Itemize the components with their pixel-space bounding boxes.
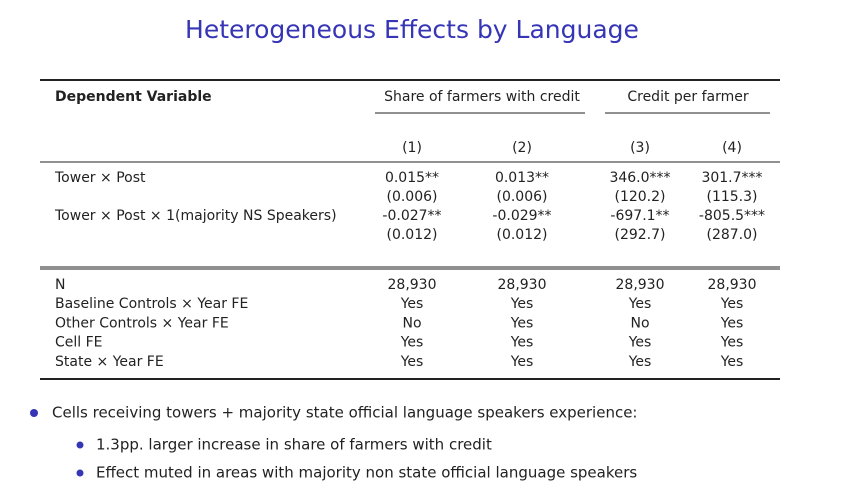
column-number: (2) xyxy=(512,140,532,156)
sub-bullet-text: Effect muted in areas with majority non … xyxy=(96,464,637,482)
estimate: 346.0*** xyxy=(609,170,670,186)
sub-bullet-dot xyxy=(76,441,84,449)
group-header: Credit per farmer xyxy=(627,89,749,105)
stat-value: Yes xyxy=(720,296,744,312)
stat-value: No xyxy=(630,315,649,331)
column-number: (3) xyxy=(630,140,650,156)
estimate: 0.015** xyxy=(385,170,439,186)
standard-error: (115.3) xyxy=(706,189,757,205)
row-label: N xyxy=(55,277,65,293)
standard-error: (0.012) xyxy=(386,227,437,243)
standard-error: (292.7) xyxy=(614,227,665,243)
stat-value: 28,930 xyxy=(708,277,757,293)
stat-value: Yes xyxy=(400,335,424,351)
dependent-header: Dependent Variable xyxy=(55,89,212,105)
sub-bullet-dot xyxy=(76,469,84,477)
stat-value: Yes xyxy=(510,354,534,370)
row-label: Tower × Post × 1(majority NS Speakers) xyxy=(54,208,337,224)
standard-error: (0.006) xyxy=(386,189,437,205)
stat-value: Yes xyxy=(628,354,652,370)
stat-value: Yes xyxy=(510,315,534,331)
stat-value: Yes xyxy=(510,296,534,312)
sub-bullet-text: 1.3pp. larger increase in share of farme… xyxy=(96,436,492,454)
bullet-text: Cells receiving towers + majority state … xyxy=(52,404,638,422)
bullet-list: Cells receiving towers + majority state … xyxy=(30,404,638,482)
standard-error: (0.012) xyxy=(496,227,547,243)
stat-value: 28,930 xyxy=(388,277,437,293)
standard-error: (287.0) xyxy=(706,227,757,243)
column-number: (4) xyxy=(722,140,742,156)
table-body: (1) (2) (3) (4) Tower × Post 0.015** 0.013** 34… xyxy=(54,140,765,370)
stat-value: Yes xyxy=(400,296,424,312)
stat-value: Yes xyxy=(400,354,424,370)
column-number: (1) xyxy=(402,140,422,156)
standard-error: (120.2) xyxy=(614,189,665,205)
row-label: Other Controls × Year FE xyxy=(55,315,229,331)
slide-title: Heterogeneous Effects by Language xyxy=(185,15,639,44)
stat-value: Yes xyxy=(720,354,744,370)
bullet-dot xyxy=(30,409,38,417)
group-header: Share of farmers with credit xyxy=(384,89,580,105)
stat-value: 28,930 xyxy=(616,277,665,293)
stat-value: Yes xyxy=(628,296,652,312)
row-label: State × Year FE xyxy=(55,354,164,370)
estimate: -805.5*** xyxy=(699,208,765,224)
stat-value: 28,930 xyxy=(498,277,547,293)
row-label: Baseline Controls × Year FE xyxy=(55,296,248,312)
standard-error: (0.006) xyxy=(496,189,547,205)
estimate: -0.027** xyxy=(382,208,441,224)
stat-value: Yes xyxy=(628,335,652,351)
row-label: Cell FE xyxy=(55,335,103,351)
row-label: Tower × Post xyxy=(54,170,146,186)
stat-value: Yes xyxy=(720,315,744,331)
stat-value: Yes xyxy=(720,335,744,351)
estimate: 0.013** xyxy=(495,170,549,186)
stat-value: Yes xyxy=(510,335,534,351)
estimate: -0.029** xyxy=(492,208,551,224)
estimate: 301.7*** xyxy=(701,170,762,186)
stat-value: No xyxy=(402,315,421,331)
estimate: -697.1** xyxy=(610,208,669,224)
